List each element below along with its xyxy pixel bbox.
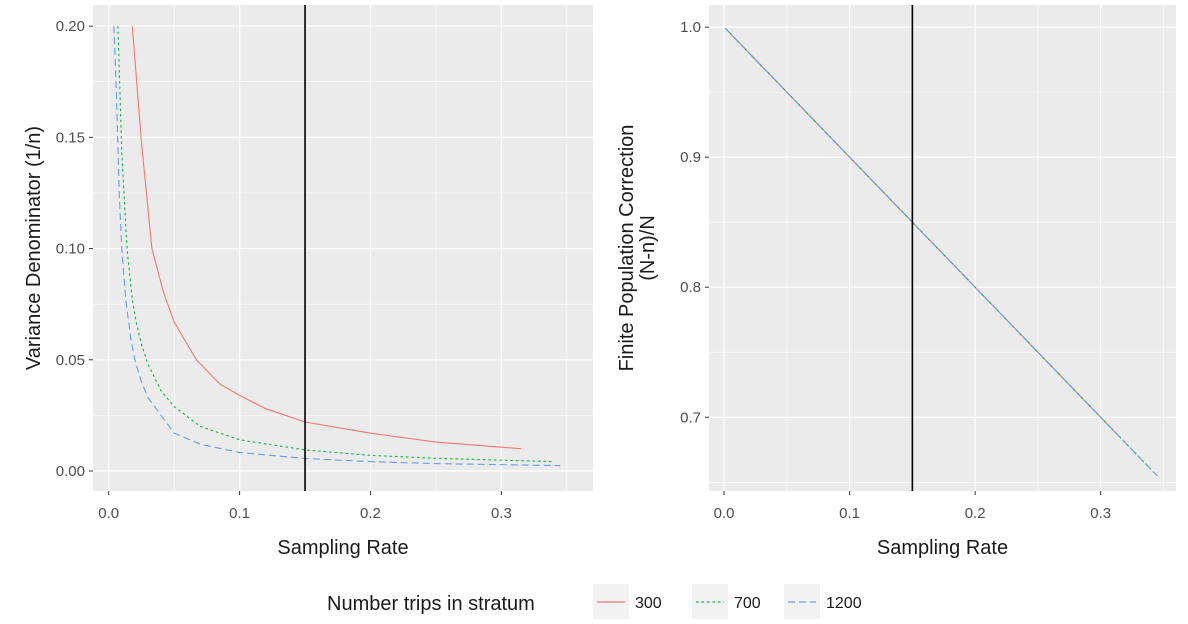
left-x-axis-title: Sampling Rate: [277, 537, 408, 559]
left-y-tick-label: 0.15: [56, 129, 85, 146]
right-x-axis-title: Sampling Rate: [877, 537, 1008, 559]
right-x-tick-label: 0.1: [839, 505, 860, 522]
left-series-line-1200: [113, 26, 561, 467]
left-y-tick-label: 0.00: [56, 463, 85, 480]
right-x-tick-label: 0.2: [965, 505, 986, 522]
legend-label: 1200: [826, 595, 862, 612]
right-y-tick-label: 0.9: [680, 149, 701, 166]
right-x-tick-label: 0.3: [1090, 505, 1111, 522]
left-series-line-300: [131, 26, 522, 450]
right-panel: 0.0 0.1 0.2 0.3 0.7 0.8 0.9 1.0 Sampling Rate Fin…: [616, 5, 1176, 559]
legend-title: Number trips in stratum: [327, 593, 535, 615]
left-x-tick-label: 0.2: [360, 505, 381, 522]
right-y-tick-label: 0.8: [680, 279, 701, 296]
legend-label: 300: [635, 595, 662, 612]
right-series-line-1200: [724, 27, 1158, 477]
left-y-axis-title: Variance Denominator (1/n): [23, 126, 45, 370]
left-x-tick-label: 0.3: [491, 505, 512, 522]
right-x-tick-label: 0.0: [714, 505, 735, 522]
legend: Number trips in stratum 300 700 1200: [327, 584, 862, 620]
right-y-tick-label: 1.0: [680, 19, 701, 36]
left-y-tick-label: 0.10: [56, 241, 85, 258]
left-y-tick-label: 0.20: [56, 18, 85, 35]
left-x-tick-label: 0.1: [229, 505, 250, 522]
left-y-tick-label: 0.05: [56, 352, 85, 369]
left-panel: 0.0 0.1 0.2 0.3 0.00 0.05 0.10 0.15 0.20 Sampling…: [23, 5, 593, 559]
legend-label: 700: [734, 595, 761, 612]
right-y-axis-title: Finite Population Correction: [616, 125, 638, 372]
right-y-axis-title-line2: (N-n)/N: [637, 215, 659, 281]
right-plot-background: [709, 5, 1176, 491]
right-y-tick-label: 0.7: [680, 409, 701, 426]
left-series-line-700: [117, 26, 554, 463]
left-x-tick-label: 0.0: [98, 505, 119, 522]
